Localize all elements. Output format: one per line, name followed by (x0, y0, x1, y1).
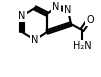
Text: N: N (64, 5, 72, 15)
Text: N: N (31, 35, 39, 45)
Text: O: O (86, 15, 94, 25)
Text: H₂N: H₂N (73, 41, 91, 51)
Text: N: N (18, 11, 26, 21)
Text: N: N (52, 2, 60, 12)
